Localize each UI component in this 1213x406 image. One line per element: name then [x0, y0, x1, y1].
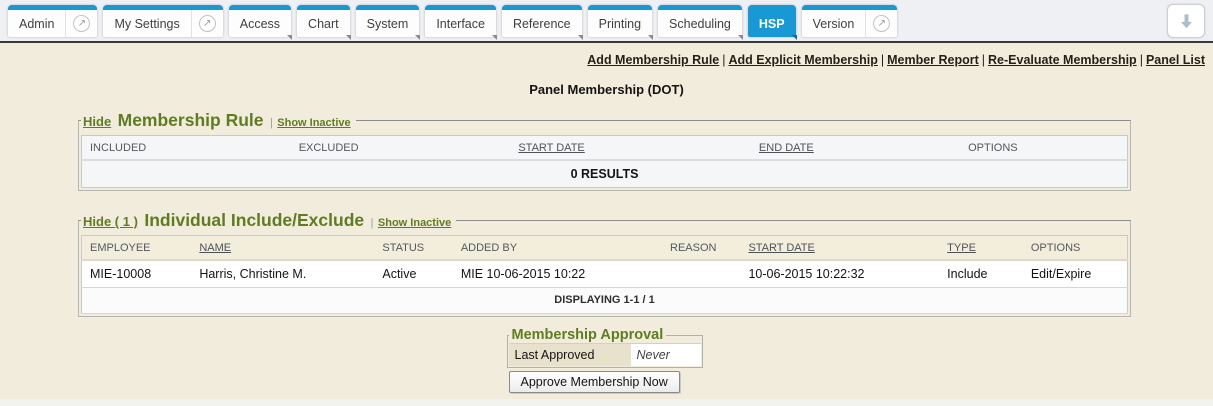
- download-button[interactable]: [1167, 4, 1205, 38]
- tab-admin-external-segment[interactable]: ↗: [65, 10, 97, 37]
- tab-my-settings[interactable]: My Settings ↗: [103, 5, 223, 37]
- column-name: NAME: [191, 235, 375, 260]
- tab-version[interactable]: Version ↗: [801, 5, 898, 37]
- tab-access[interactable]: Access: [228, 5, 293, 40]
- tab-scheduling-label: Scheduling: [669, 16, 731, 31]
- membership-rule-show-inactive-link[interactable]: Show Inactive: [277, 117, 351, 129]
- tab-scheduling[interactable]: Scheduling: [658, 5, 743, 40]
- column-start-date: START DATE: [510, 135, 751, 160]
- tab-admin-label: Admin: [19, 16, 55, 31]
- individual-include-exclude-title: Individual Include/Exclude: [144, 210, 365, 230]
- tab-my-settings-external-segment[interactable]: ↗: [190, 10, 223, 37]
- column-excluded: EXCLUDED: [290, 135, 511, 160]
- column-type: TYPE: [939, 235, 1023, 260]
- cell-reason: [662, 260, 740, 288]
- last-approved-value: Never: [630, 344, 701, 366]
- last-approved-row: Last Approved Never: [508, 343, 701, 366]
- column-options: OPTIONS: [1022, 235, 1128, 260]
- sort-start-date[interactable]: START DATE: [748, 242, 815, 254]
- tab-hsp-label: HSP: [758, 16, 785, 31]
- legend-separator: |: [269, 117, 273, 129]
- column-included: INCLUDED: [81, 135, 291, 160]
- individual-hide-link[interactable]: Hide ( 1 ): [83, 214, 138, 229]
- cell-type: Include: [947, 267, 988, 281]
- membership-rule-header-row: INCLUDED EXCLUDED START DATE END DATE OP…: [81, 135, 1128, 160]
- external-link-icon: ↗: [73, 15, 91, 32]
- column-employee: EMPLOYEE: [81, 235, 192, 260]
- add-membership-rule-link[interactable]: Add Membership Rule: [587, 53, 720, 67]
- cell-start-date: 10-06-2015 10:22:32: [748, 267, 865, 281]
- cell-added-by: MIE 10-06-2015 10:22: [460, 267, 586, 281]
- edit-expire-link[interactable]: Edit/Expire: [1030, 267, 1092, 281]
- tab-version-label: Version: [812, 16, 855, 31]
- tab-my-settings-label: My Settings: [114, 16, 180, 31]
- sort-name[interactable]: NAME: [199, 242, 232, 254]
- cell-status: Active: [382, 267, 417, 281]
- add-explicit-membership-link[interactable]: Add Explicit Membership: [728, 53, 878, 67]
- column-start-date: START DATE: [740, 235, 940, 260]
- legend-separator: |: [370, 217, 374, 229]
- cell-name: Harris, Christine M.: [199, 267, 307, 281]
- individual-header-row: EMPLOYEE NAME STATUS ADDED BY REASON STA…: [81, 235, 1128, 260]
- last-approved-label: Last Approved: [508, 344, 631, 366]
- tab-system[interactable]: System: [355, 5, 420, 40]
- member-report-link[interactable]: Member Report: [887, 53, 979, 67]
- individual-show-inactive-link[interactable]: Show Inactive: [377, 217, 452, 229]
- column-end-date: END DATE: [750, 135, 961, 160]
- action-links-bar: Add Membership Rule | Add Explicit Members…: [0, 43, 1213, 67]
- column-options: OPTIONS: [960, 135, 1128, 160]
- membership-rule-results-row: 0 RESULTS: [81, 160, 1128, 188]
- table-row: MIE-10008 Harris, Christine M. Active MI…: [81, 260, 1128, 288]
- individual-include-exclude-table: EMPLOYEE NAME STATUS ADDED BY REASON STA…: [81, 235, 1128, 314]
- membership-rule-table: INCLUDED EXCLUDED START DATE END DATE OP…: [81, 135, 1128, 188]
- tab-admin[interactable]: Admin ↗: [8, 5, 98, 37]
- panel-list-link[interactable]: Panel List: [1145, 53, 1205, 67]
- sort-end-date[interactable]: END DATE: [758, 142, 814, 154]
- cell-options: Edit/Expire: [1023, 260, 1128, 288]
- tab-chart-label: Chart: [308, 16, 339, 31]
- link-separator: |: [981, 53, 986, 67]
- individual-footer-row: DISPLAYING 1-1 / 1: [81, 287, 1128, 314]
- membership-approval-block: Membership Approval Last Approved Never …: [506, 327, 707, 393]
- bottom-scrollbar-track: [0, 399, 1213, 406]
- membership-rule-section: Hide Membership Rule | Show Inactive INC…: [78, 110, 1131, 191]
- membership-rule-legend: Hide Membership Rule | Show Inactive: [81, 110, 356, 131]
- tab-interface-label: Interface: [436, 16, 485, 31]
- tab-printing-label: Printing: [598, 16, 642, 31]
- sort-start-date[interactable]: START DATE: [518, 142, 585, 154]
- individual-include-exclude-section: Hide ( 1 ) Individual Include/Exclude | …: [78, 210, 1131, 317]
- sort-type[interactable]: TYPE: [947, 242, 976, 254]
- tab-interface[interactable]: Interface: [425, 5, 497, 40]
- download-icon: [1180, 13, 1192, 28]
- link-separator: |: [880, 53, 885, 67]
- tab-access-label: Access: [239, 16, 281, 31]
- membership-rule-hide-link[interactable]: Hide: [83, 114, 112, 129]
- column-reason: REASON: [662, 235, 741, 260]
- tab-reference-label: Reference: [512, 16, 571, 31]
- cell-employee: MIE-10008: [90, 267, 152, 281]
- re-evaluate-membership-link[interactable]: Re-Evaluate Membership: [988, 53, 1137, 67]
- page-title: Panel Membership (DOT): [529, 82, 684, 97]
- external-link-icon: ↗: [198, 15, 216, 32]
- top-tab-bar: Admin ↗ My Settings ↗ Access Chart Syste…: [0, 0, 1213, 43]
- link-separator: |: [722, 53, 726, 67]
- tab-chart[interactable]: Chart: [297, 5, 351, 40]
- displaying-text: DISPLAYING 1-1 / 1: [81, 287, 1128, 314]
- results-count-text: 0 RESULTS: [81, 160, 1128, 188]
- membership-approval-section: Membership Approval Last Approved Never: [506, 327, 703, 368]
- tab-system-label: System: [366, 16, 409, 31]
- membership-approval-title: Membership Approval: [511, 327, 664, 343]
- link-separator: |: [1139, 53, 1143, 67]
- approve-membership-now-button[interactable]: Approve Membership Now: [508, 371, 680, 393]
- membership-rule-title: Membership Rule: [117, 110, 264, 130]
- external-link-icon: ↗: [873, 15, 891, 32]
- tab-reference[interactable]: Reference: [501, 5, 583, 40]
- tab-hsp[interactable]: HSP: [747, 5, 797, 40]
- individual-include-exclude-legend: Hide ( 1 ) Individual Include/Exclude | …: [81, 210, 456, 231]
- column-added-by: ADDED BY: [452, 235, 662, 260]
- tab-printing[interactable]: Printing: [587, 5, 654, 40]
- tab-version-external-segment[interactable]: ↗: [865, 10, 897, 37]
- column-status: STATUS: [374, 235, 453, 260]
